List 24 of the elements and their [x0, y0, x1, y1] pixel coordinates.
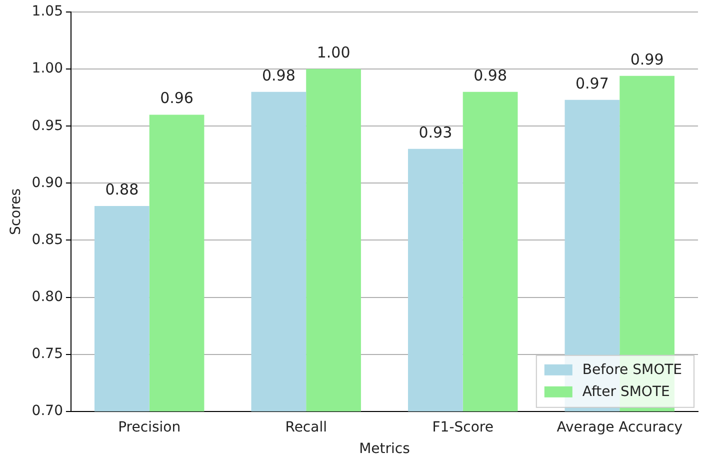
y-tick-label: 0.75 — [32, 346, 63, 362]
y-tick-label: 1.05 — [32, 4, 63, 20]
data-label: 0.97 — [575, 74, 609, 92]
x-tick-label: Recall — [285, 419, 327, 436]
data-label: 0.99 — [630, 50, 664, 68]
y-tick-label: 0.85 — [32, 232, 63, 248]
x-axis-title: Metrics — [359, 441, 410, 458]
x-tick-label: Average Accuracy — [556, 419, 683, 436]
y-tick-label: 0.70 — [32, 403, 63, 420]
y-tick-label: 1.00 — [32, 60, 63, 77]
legend-label: Before SMOTE — [582, 362, 682, 378]
data-label: 1.00 — [316, 43, 350, 62]
y-tick-label: 0.95 — [32, 118, 63, 134]
data-label: 0.98 — [262, 66, 296, 84]
legend-label: After SMOTE — [582, 384, 670, 400]
y-axis-title: Scores — [8, 188, 24, 235]
x-tick-label: Precision — [118, 419, 181, 436]
x-tick-label: F1-Score — [432, 419, 494, 436]
data-label: 0.88 — [105, 180, 139, 198]
y-tick-label: 0.90 — [32, 174, 63, 191]
data-label: 0.93 — [418, 123, 452, 142]
data-label: 0.96 — [160, 89, 194, 108]
data-label: 0.98 — [474, 66, 507, 84]
y-tick-label: 0.80 — [32, 288, 63, 305]
